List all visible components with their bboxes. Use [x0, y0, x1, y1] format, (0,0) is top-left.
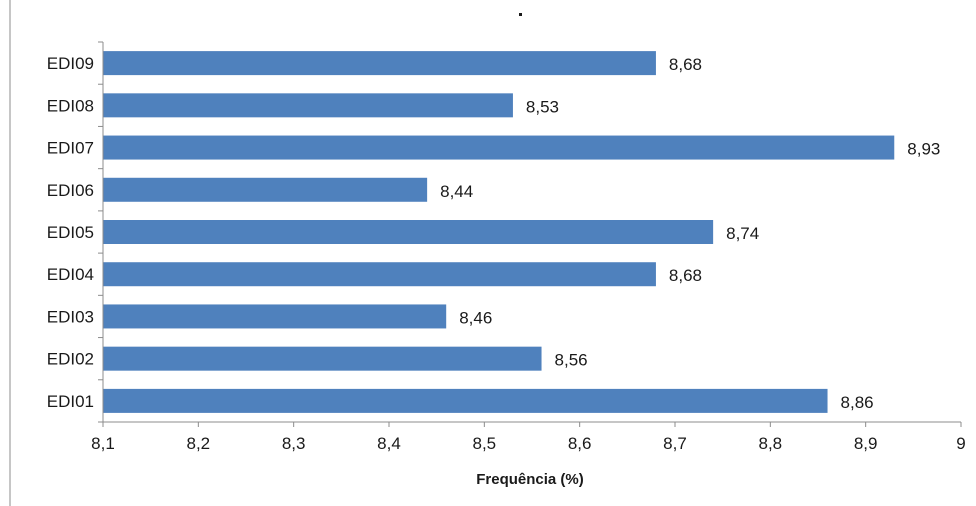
x-tick-label: 8,8 [759, 434, 783, 453]
bar-edi08 [103, 93, 513, 118]
bar-edi04 [103, 262, 656, 287]
value-label: 8,56 [555, 351, 588, 370]
category-label: EDI02 [47, 350, 94, 369]
value-label: 8,74 [726, 224, 759, 243]
x-tick-label: 8,1 [91, 434, 115, 453]
category-label: EDI03 [47, 307, 94, 326]
x-tick-label: 8,6 [568, 434, 592, 453]
value-label: 8,68 [669, 55, 702, 74]
bar-edi03 [103, 304, 447, 329]
value-label: 8,46 [459, 308, 492, 327]
bar-edi02 [103, 346, 542, 371]
category-label: EDI07 [47, 139, 94, 158]
x-tick-label: 9 [956, 434, 965, 453]
x-tick-label: 8,3 [282, 434, 306, 453]
value-label: 8,93 [907, 140, 940, 159]
x-tick-label: 8,5 [473, 434, 497, 453]
x-tick-label: 8,7 [663, 434, 687, 453]
labels-layer: 8,1 8,2 8,3 8,4 8,5 8,6 8,7 8,8 8,9 9 EDI09 8,68 EDI… [47, 54, 966, 453]
value-label: 8,53 [526, 97, 559, 116]
category-label: EDI01 [47, 392, 94, 411]
category-label: EDI06 [47, 181, 94, 200]
bar-edi07 [103, 135, 895, 160]
title-dot-mark [519, 13, 522, 16]
bar-edi01 [103, 388, 828, 413]
axes-layer [98, 41, 962, 427]
category-label: EDI04 [47, 265, 94, 284]
x-tick-label: 8,9 [854, 434, 878, 453]
value-label: 8,86 [841, 393, 874, 412]
x-axis-title: Frequência (%) [476, 471, 584, 488]
x-tick-label: 8,2 [187, 434, 211, 453]
category-label: EDI08 [47, 96, 94, 115]
category-label: EDI09 [47, 54, 94, 73]
bars-layer [103, 51, 895, 413]
x-tick-label: 8,4 [377, 434, 401, 453]
bar-edi05 [103, 220, 714, 244]
category-label: EDI05 [47, 223, 94, 242]
bar-edi06 [103, 177, 428, 202]
value-label: 8,44 [440, 182, 473, 201]
bar-edi09 [103, 51, 656, 76]
value-label: 8,68 [669, 266, 702, 285]
